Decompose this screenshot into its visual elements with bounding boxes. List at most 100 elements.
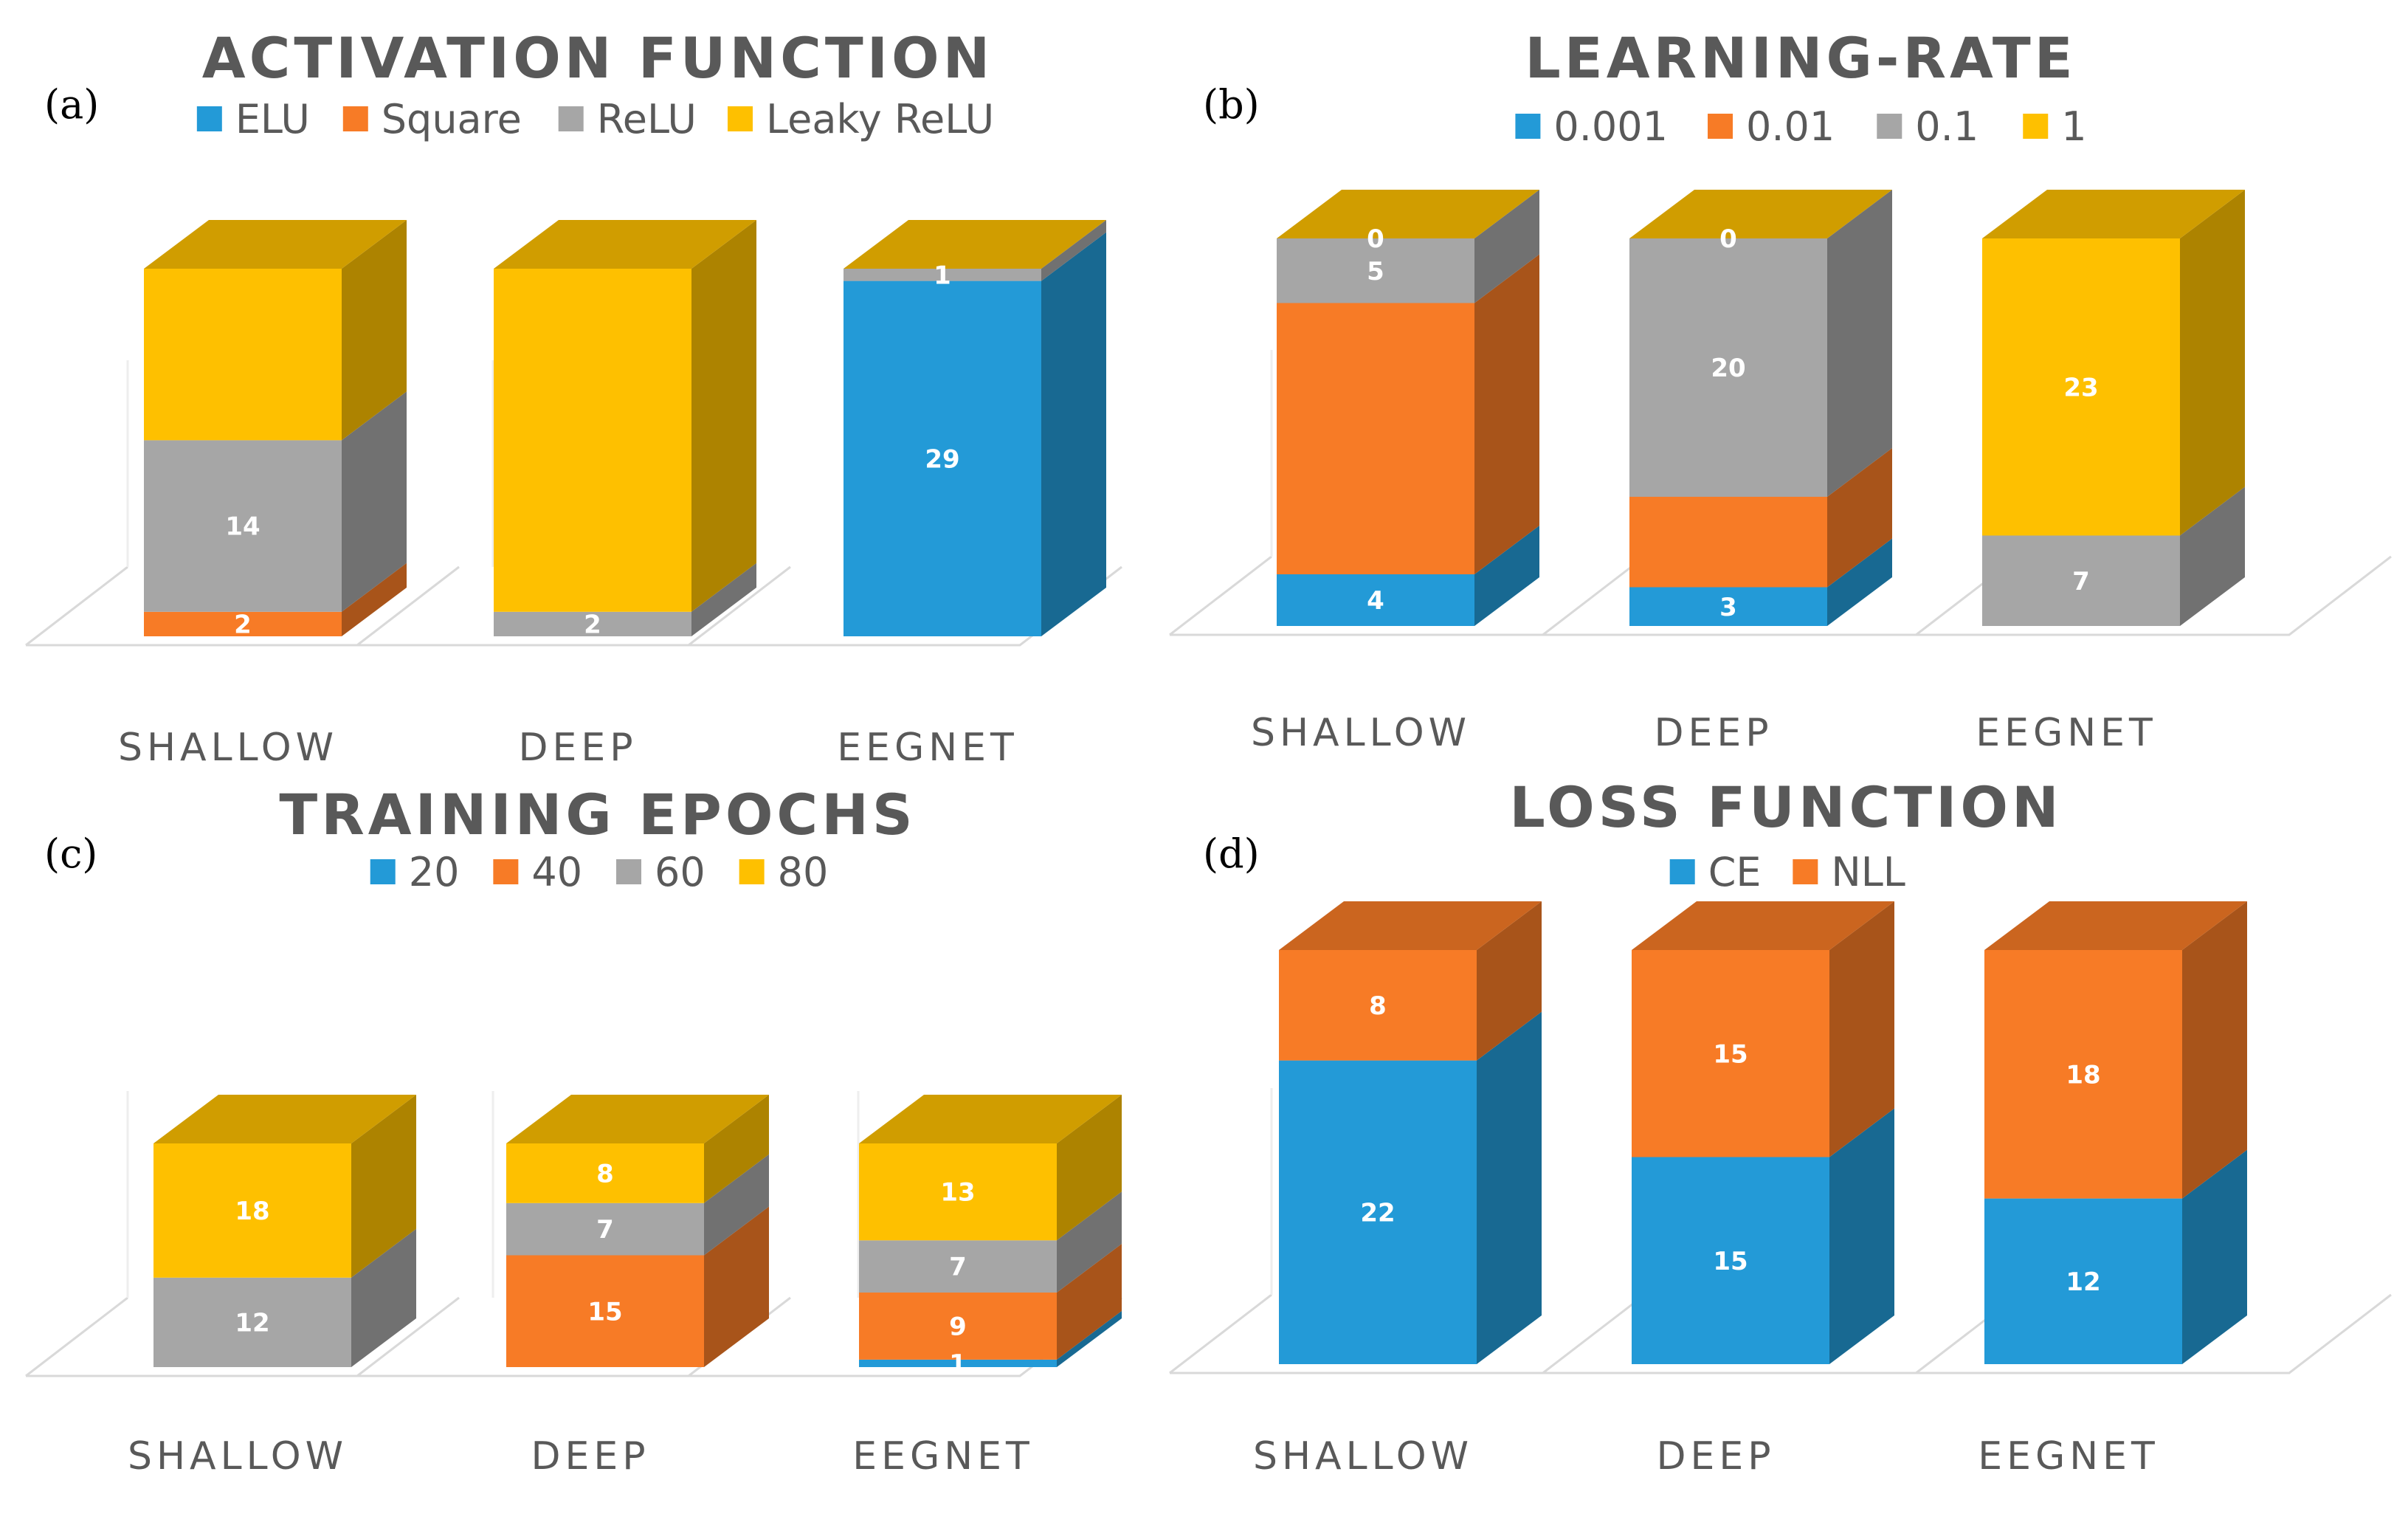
data-label-60: 7 xyxy=(596,1215,614,1245)
bar-side-square xyxy=(342,562,407,636)
bar-segment-60 xyxy=(859,1240,1057,1293)
bar-side-relu xyxy=(342,391,407,612)
legend-swatch xyxy=(342,106,368,131)
bar-side-ce xyxy=(1829,1108,1894,1364)
category-label-eegnet: EEGNET xyxy=(1978,1434,2159,1479)
bar-top-face xyxy=(1984,901,2247,950)
data-label-nll: 8 xyxy=(1369,991,1387,1021)
legend-item-leaky-relu: Leaky ReLU xyxy=(727,96,994,142)
legend-label: Square xyxy=(382,96,522,142)
panel-letter: (b) xyxy=(1203,81,1260,128)
bar-segment-relu xyxy=(844,269,1041,281)
legend-swatch xyxy=(493,859,519,884)
legend-item-0-1: 0.1 xyxy=(1877,103,1979,150)
chart-panel-0: ACTIVATION FUNCTION (a) ELU Square ReLU Leaky… xyxy=(25,25,1122,770)
category-label-deep: DEEP xyxy=(1656,1434,1775,1479)
data-label-80: 18 xyxy=(235,1197,269,1226)
category-label-shallow: SHALLOW xyxy=(1251,711,1471,755)
legend-swatch xyxy=(1877,114,1902,139)
legend-item-0-001: 0.001 xyxy=(1515,103,1668,150)
bar-shallow: 12 18 xyxy=(153,1095,416,1367)
bar-segment-40 xyxy=(859,1293,1057,1360)
bar-side-ce xyxy=(1477,1011,1542,1364)
bar-segment-relu xyxy=(144,440,342,612)
data-label-1: 0 xyxy=(1367,224,1384,254)
data-label-60: 7 xyxy=(949,1253,967,1282)
category-label-deep: DEEP xyxy=(518,726,637,770)
data-label-square: 2 xyxy=(234,610,252,639)
chart-floor-divider xyxy=(1542,1293,1646,1374)
bar-side-40 xyxy=(1057,1244,1122,1360)
bar-top-face xyxy=(859,1095,1122,1143)
legend-item-nll: NLL xyxy=(1793,849,1905,895)
bar-side-40 xyxy=(704,1206,769,1367)
category-label-eegnet: EEGNET xyxy=(837,726,1018,770)
legend-label: ELU xyxy=(235,96,310,142)
legend-item-relu: ReLU xyxy=(558,96,697,142)
data-label-80: 8 xyxy=(596,1159,614,1188)
bar-shallow: 2 14 xyxy=(144,220,407,639)
bar-shallow: 4 5 0 xyxy=(1277,190,1539,626)
category-label-eegnet: EEGNET xyxy=(852,1434,1034,1479)
chart-panel-2: TRAINING EPOCHS(c) 20 40 60 801218SHALLOW157… xyxy=(25,782,1122,1479)
category-label-shallow: SHALLOW xyxy=(128,1434,348,1479)
bar-deep: 3 20 0 xyxy=(1629,190,1892,626)
legend-swatch xyxy=(727,106,753,131)
chart-floor-divider xyxy=(356,565,460,647)
bar-eegnet: 12 18 xyxy=(1984,901,2247,1364)
bar-side-leaky-relu xyxy=(691,220,756,612)
data-label-0-1: 7 xyxy=(2072,567,2090,596)
bar-top-face xyxy=(1982,190,2245,238)
legend-label: 40 xyxy=(531,849,582,895)
bar-top-face xyxy=(1632,901,1894,950)
data-label-60: 12 xyxy=(235,1308,269,1338)
bar-side-60 xyxy=(351,1228,416,1367)
legend-label: 60 xyxy=(655,849,706,895)
chart-title: TRAINING EPOCHS xyxy=(279,782,916,847)
bar-segment-nll xyxy=(1984,950,2182,1199)
bar-top-face xyxy=(144,220,407,269)
bar-side-nll xyxy=(2182,901,2247,1199)
bar-side-80 xyxy=(351,1095,416,1278)
bar-segment-nll xyxy=(1279,950,1477,1061)
panel-letter: (d) xyxy=(1203,830,1260,877)
legend-label: Leaky ReLU xyxy=(766,96,994,142)
bar-segment-ce xyxy=(1632,1157,1829,1364)
legend-label: 20 xyxy=(409,849,460,895)
legend-item-60: 60 xyxy=(616,849,706,895)
chart-title: LEARNING-RATE xyxy=(1525,25,2076,91)
category-label-deep: DEEP xyxy=(531,1434,649,1479)
data-label-nll: 18 xyxy=(2066,1060,2100,1090)
data-label-1: 0 xyxy=(1719,224,1737,254)
legend-item-40: 40 xyxy=(493,849,582,895)
data-label-0-1: 5 xyxy=(1367,257,1384,286)
chart-floor-divider xyxy=(688,565,791,647)
legend-swatch xyxy=(616,859,641,884)
bar-side-60 xyxy=(1057,1191,1122,1293)
legend-label: 0.01 xyxy=(1746,103,1835,150)
bar-side-0-001 xyxy=(1827,538,1892,626)
bar-top-face xyxy=(153,1095,416,1143)
bar-segment-0-001 xyxy=(1629,587,1827,626)
data-label-relu: 1 xyxy=(934,261,951,290)
data-label-0-1: 20 xyxy=(1711,354,1745,383)
bar-segment-ce xyxy=(1984,1198,2182,1364)
panel-letter: (c) xyxy=(44,830,97,877)
data-label-20: 1 xyxy=(949,1349,967,1379)
bar-side-elu xyxy=(1041,232,1106,637)
bar-segment-0-1 xyxy=(1629,238,1827,497)
data-label-1: 23 xyxy=(2063,373,2098,402)
legend-swatch xyxy=(1708,114,1733,139)
data-label-0-001: 3 xyxy=(1719,593,1737,622)
legend-swatch xyxy=(1515,114,1541,139)
bar-side-ce xyxy=(2182,1149,2247,1364)
legend-item-20: 20 xyxy=(370,849,460,895)
bar-side-0-1 xyxy=(2180,486,2245,626)
legend-swatch xyxy=(370,859,396,884)
bar-segment-elu xyxy=(844,281,1041,636)
legend-item-1: 1 xyxy=(2023,103,2087,150)
chart-title: LOSS FUNCTION xyxy=(1509,774,2062,840)
data-label-relu: 14 xyxy=(225,512,260,542)
bar-segment-relu xyxy=(494,611,691,636)
legend-label: 0.1 xyxy=(1915,103,1979,150)
